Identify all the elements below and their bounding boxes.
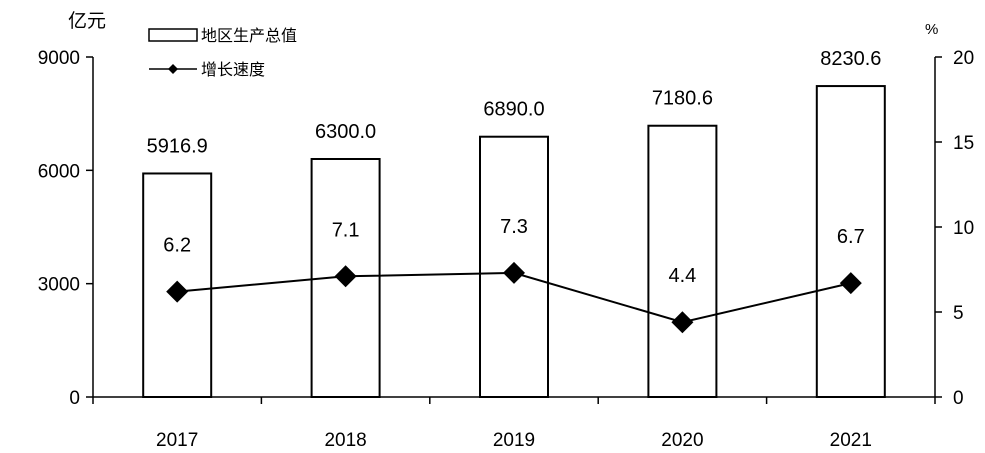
right-axis-tick-label: 15: [953, 133, 974, 154]
bar-labels: 5916.9 6300.0 6890.0 7180.6 8230.6: [147, 48, 882, 157]
left-axis-tick-label: 6000: [38, 161, 80, 182]
legend-diamond-marker: [168, 64, 178, 74]
growth-point-label: 7.3: [500, 216, 528, 238]
gdp-bar: [647, 124, 718, 399]
growth-point-marker: [503, 261, 525, 284]
growth-line: [166, 261, 862, 334]
growth-point-marker: [166, 280, 189, 303]
growth-point-label: 6.2: [163, 235, 191, 257]
legend-label-gdp: 地区生产总值: [201, 27, 297, 45]
growth-point-label: 6.7: [837, 226, 865, 248]
growth-point-label: 7.1: [332, 219, 360, 241]
growth-point-label: 4.4: [668, 265, 696, 287]
right-axis-tick-label: 0: [953, 388, 964, 409]
right-axis-unit: %: [925, 21, 938, 38]
x-axis-category-label: 2021: [830, 430, 872, 451]
gdp-bar-label: 7180.6: [652, 88, 713, 110]
legend: 地区生产总值 增长速度: [148, 27, 297, 79]
gdp-bar-label: 5916.9: [147, 135, 208, 157]
left-axis-tick-label: 3000: [38, 275, 80, 296]
bars: [142, 85, 886, 399]
growth-point-marker: [334, 265, 357, 288]
x-axis-category-label: 2019: [493, 430, 535, 451]
growth-point-marker: [839, 272, 862, 295]
right-axis-tick-label: 10: [953, 218, 974, 239]
x-axis-category-label: 2018: [324, 430, 366, 451]
axes: 0 3000 6000 9000 0 5 10 15 20: [38, 48, 974, 409]
gdp-bar: [815, 85, 886, 398]
left-axis-tick-label: 0: [69, 388, 80, 409]
gdp-bar-label: 6300.0: [315, 121, 376, 143]
growth-point-marker: [671, 311, 694, 334]
left-axis-unit: 亿元: [68, 10, 106, 32]
legend-label-growth: 增长速度: [201, 61, 265, 79]
legend-bar-swatch: [148, 28, 198, 42]
right-axis-tick-label: 5: [953, 303, 964, 324]
x-axis-category-label: 2020: [661, 430, 703, 451]
right-axis-tick-label: 20: [953, 48, 974, 69]
gdp-bar-label: 8230.6: [820, 48, 881, 70]
gdp-bar-label: 6890.0: [483, 99, 544, 121]
x-axis-labels: 2017 2018 2019 2020 2021: [156, 430, 872, 451]
growth-labels: 6.2 7.1 7.3 4.4 6.7: [163, 216, 864, 287]
x-axis-category-label: 2017: [156, 430, 198, 451]
left-axis-tick-label: 9000: [38, 48, 80, 69]
